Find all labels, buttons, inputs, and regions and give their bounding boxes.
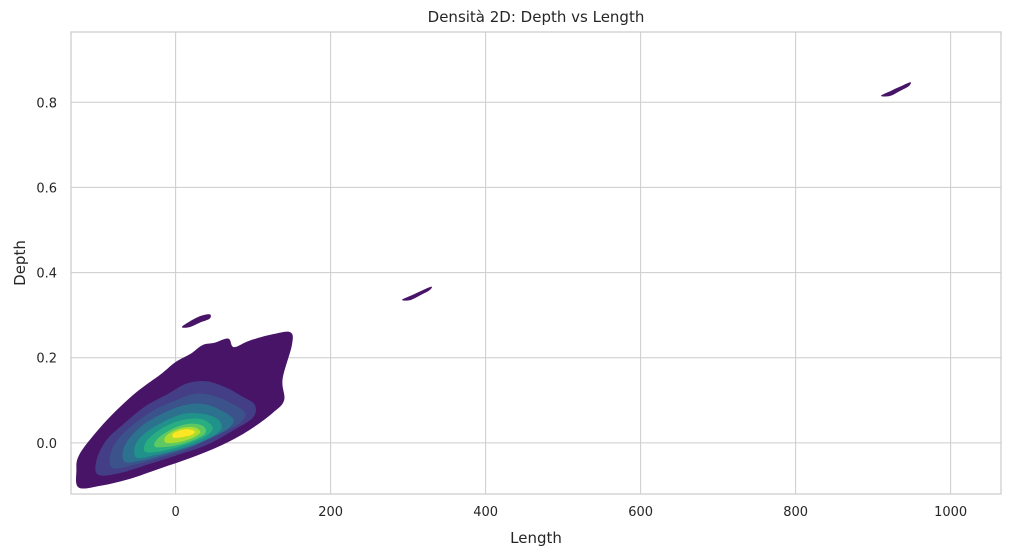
y-tick-label: 0.0 (36, 437, 57, 452)
y-tick-label: 0.6 (36, 181, 57, 196)
density-contours (75, 82, 911, 489)
plot-frame (70, 31, 1002, 495)
x-axis-ticks: 0 200 400 600 800 1000 (171, 505, 967, 520)
y-tick-label: 0.2 (36, 352, 57, 367)
x-axis-title: Length (510, 529, 562, 547)
density-level-9-main (172, 429, 195, 438)
x-tick-label: 400 (473, 505, 498, 520)
x-tick-label: 0 (171, 505, 179, 520)
x-tick-label: 200 (318, 505, 343, 520)
y-tick-label: 0.8 (36, 96, 57, 111)
y-axis-title: Depth (11, 240, 29, 286)
x-tick-label: 1000 (934, 505, 967, 520)
chart-title: Densità 2D: Depth vs Length (428, 8, 645, 26)
density-level-1-blob-near-0.83 (880, 82, 911, 97)
density-level-1-blob-near-0.35 (401, 286, 432, 301)
y-axis-ticks: 0.0 0.2 0.4 0.6 0.8 (36, 96, 57, 452)
density-level-1-blob-near-0.28 (181, 314, 211, 328)
x-tick-label: 800 (783, 505, 808, 520)
x-tick-label: 600 (628, 505, 653, 520)
y-tick-label: 0.4 (36, 267, 57, 282)
